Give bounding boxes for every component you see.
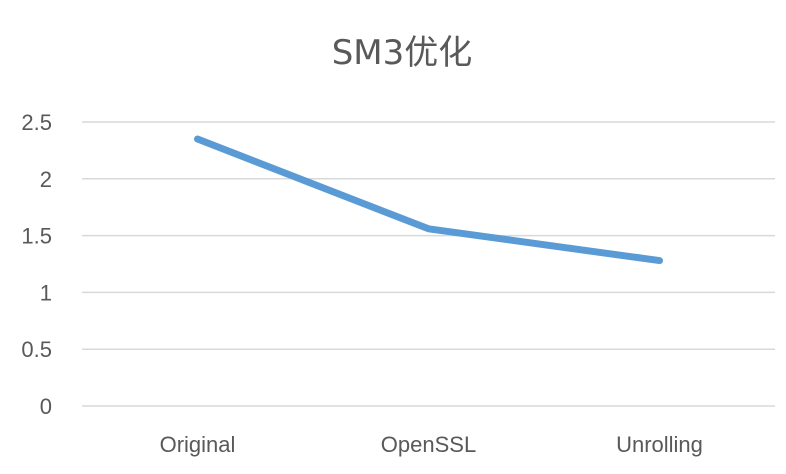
y-tick-label: 2 — [40, 167, 52, 192]
x-tick-label: Original — [160, 432, 236, 457]
y-tick-label: 2.5 — [21, 110, 52, 135]
x-axis-tick-labels: Original OpenSSL Unrolling — [160, 432, 703, 457]
y-tick-label: 1.5 — [21, 224, 52, 249]
y-tick-label: 1 — [40, 280, 52, 305]
y-axis-tick-labels: 0 0.5 1 1.5 2 2.5 — [21, 110, 52, 419]
chart-title: SM3优化 — [332, 33, 473, 73]
x-tick-label: Unrolling — [616, 432, 703, 457]
data-point — [428, 228, 429, 230]
gridlines — [82, 121, 775, 407]
x-tick-label: OpenSSL — [381, 432, 476, 457]
y-tick-label: 0.5 — [21, 337, 52, 362]
y-tick-label: 0 — [40, 394, 52, 419]
series-layer — [194, 135, 663, 265]
data-point — [659, 260, 660, 262]
data-point — [197, 138, 198, 140]
